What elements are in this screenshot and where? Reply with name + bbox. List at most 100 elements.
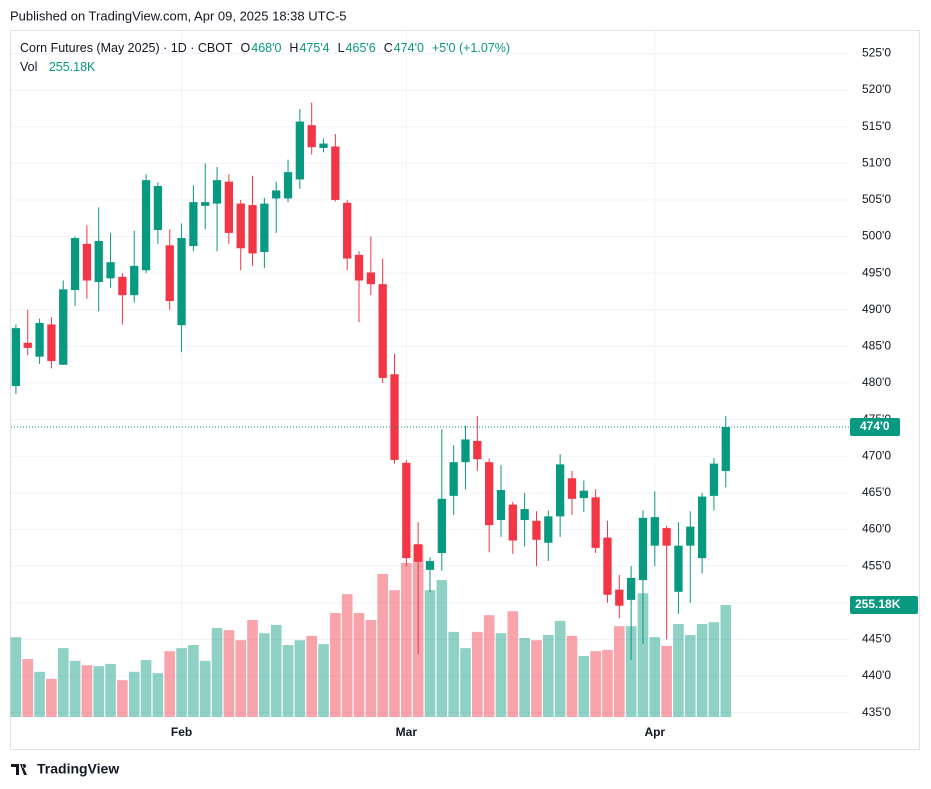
candle-body [94, 240, 103, 282]
volume-bar [34, 671, 45, 717]
candle-body [508, 504, 517, 541]
candle-body [485, 462, 494, 526]
candle-body [544, 516, 553, 543]
volume-bar [140, 659, 152, 717]
candle-body [307, 125, 316, 148]
candle-body [11, 328, 21, 386]
candle-body [579, 490, 588, 499]
y-tick-label: 510'0 [862, 155, 891, 169]
candle-body [721, 427, 730, 471]
title: Corn Futures (May 2025) · 1D · CBOT [20, 41, 233, 55]
o-key: O [240, 41, 251, 55]
candle-body [615, 589, 624, 606]
volume-bar [188, 645, 199, 717]
volume-line: Vol 255.18K [20, 58, 511, 77]
volume-bar [436, 580, 448, 717]
volume-bar [448, 631, 459, 717]
volume-bar [507, 611, 519, 717]
volume-bar [235, 640, 247, 717]
candle-body [212, 180, 222, 204]
frame [10, 30, 920, 750]
candle-body [295, 121, 304, 180]
volume-bar [684, 634, 696, 717]
volume-bar [542, 634, 554, 717]
candle-body [449, 462, 458, 496]
candle-body [390, 374, 399, 460]
volume-bar [613, 626, 625, 717]
volume-bar [566, 635, 578, 717]
volume-bar [483, 615, 495, 717]
volume-bar [199, 660, 211, 717]
vol-value: 255.18K [48, 60, 96, 74]
x-tick-label: Feb [171, 725, 192, 739]
candle-body [591, 497, 600, 548]
h-key: H [289, 41, 299, 55]
volume-bar [531, 640, 542, 717]
y-tick-label: 490'0 [862, 302, 891, 316]
grid [11, 31, 850, 720]
candle-body [118, 276, 127, 296]
candle-body [556, 464, 565, 517]
candles [11, 102, 730, 660]
candle-body [153, 186, 163, 230]
candle-body [260, 203, 269, 252]
volume-bar [377, 573, 388, 717]
volume-badge [850, 596, 918, 615]
volume-bar [22, 659, 34, 717]
y-tick-label: 465'0 [862, 485, 891, 499]
volume-bar [625, 626, 637, 717]
volume-bar [69, 660, 81, 717]
candle-body [709, 463, 719, 496]
volume-bar [128, 671, 140, 717]
y-tick-label: 485'0 [862, 339, 891, 353]
o-value: 468'0 [251, 41, 282, 55]
candle-body [177, 238, 186, 326]
candle-body [106, 262, 115, 279]
y-tick-label: 435'0 [862, 705, 891, 719]
volume-bar [353, 613, 365, 717]
volume-bar [365, 620, 377, 717]
c-key: C [383, 41, 393, 55]
volume-bar [720, 605, 732, 717]
x-tick-label: Mar [396, 725, 418, 739]
candle-body [414, 544, 423, 562]
volume-bar [152, 673, 164, 717]
y-tick-label: 505'0 [862, 192, 891, 206]
change: +5'0 (+1.07%) [431, 41, 511, 55]
l-key: L [337, 41, 345, 55]
volume-bar [306, 635, 318, 717]
legend-line: Corn Futures (May 2025) · 1D · CBOT O468… [20, 39, 511, 58]
candle-body [236, 203, 245, 249]
volume-bar [318, 644, 329, 717]
candle-body [378, 284, 387, 378]
volume-bar [211, 627, 223, 717]
volume-bar [270, 624, 282, 717]
volume-badge-label: 255.18K [855, 597, 901, 611]
volume-bar [294, 640, 306, 717]
y-tick-label: 525'0 [862, 46, 891, 60]
candle-body [520, 509, 529, 521]
candle-body [437, 498, 446, 553]
candle-body [47, 324, 56, 362]
volume-bar [673, 623, 684, 717]
brand: TradingView [37, 761, 119, 777]
y-tick-label: 455'0 [862, 558, 891, 572]
y-tick-label: 445'0 [862, 632, 891, 646]
candle-body [662, 528, 671, 546]
candle-body [354, 254, 364, 281]
volume-bars [10, 545, 732, 717]
y-tick-label: 500'0 [862, 229, 891, 243]
volume-bar [117, 680, 128, 717]
volume-bar [164, 651, 176, 717]
volume-bar [259, 633, 270, 717]
y-tick-label: 460'0 [862, 522, 891, 536]
candle-body [23, 342, 32, 348]
volume-bar [661, 645, 672, 717]
volume-bar [176, 648, 187, 717]
candle-body [603, 537, 612, 595]
candle-body [59, 289, 68, 365]
candle-body [343, 202, 352, 259]
volume-bar [93, 666, 105, 717]
h-value: 475'4 [299, 41, 330, 55]
